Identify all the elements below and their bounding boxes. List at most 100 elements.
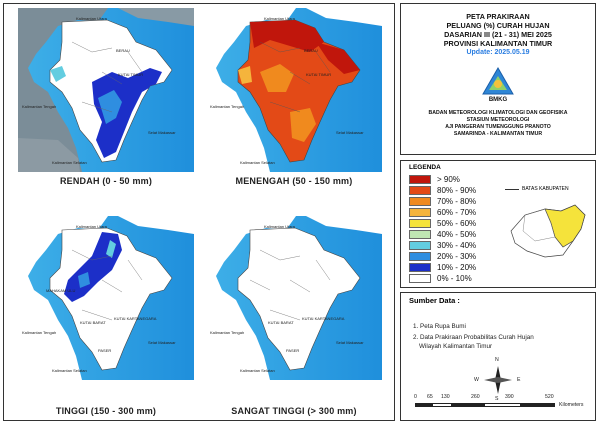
legend-label: 10% - 20% [437, 262, 477, 272]
agency-line-3: AJI PANGERAN TUMENGGUNG PRANOTO [445, 124, 551, 130]
scale-tick-520: 520 [545, 394, 554, 400]
scale-tick-65: 65 [427, 394, 433, 400]
label-kutim: KUTAI TIMUR [118, 72, 144, 77]
map-panel-tinggi: Kalimantan Utara MAHAKAM ULU KUTAI BARAT… [18, 216, 194, 380]
boundary-label: BATAS KABUPATEN [522, 186, 569, 192]
legend-label: 40% - 50% [437, 229, 477, 239]
scale-tick-260: 260 [471, 394, 480, 400]
locator-map [510, 204, 586, 258]
legend-swatch [409, 196, 431, 206]
legend-label: 80% - 90% [437, 185, 477, 195]
legend-label: 70% - 80% [437, 196, 477, 206]
panel-label-tinggi: TINGGI (150 - 300 mm) [55, 406, 157, 416]
scale-tick-130: 130 [441, 394, 450, 400]
label-kaltara-2: Kalimantan Utara [264, 16, 295, 21]
compass-n: N [495, 357, 499, 363]
map-tinggi [18, 216, 194, 380]
title-line-1: PETA PRAKIRAAN [466, 12, 530, 21]
legend-swatch [409, 218, 431, 228]
bmkg-logo-text: BMKG [488, 97, 508, 103]
source-item-3: Wilayah Kalimantan Timur [419, 343, 493, 350]
label-selat-4: Selat Makassar [336, 340, 364, 345]
label-kutim-2: KUTAI TIMUR [306, 72, 332, 77]
update-date: Update: 2025.05.19 [466, 49, 530, 56]
legend-row: > 90% [409, 174, 460, 184]
map-menengah [206, 8, 382, 172]
boundary-line-icon [505, 188, 519, 190]
legend-row: 10% - 20% [409, 262, 476, 272]
legend-title: LEGENDA [409, 164, 441, 171]
compass-s: S [495, 396, 499, 402]
agency-line-1: BADAN METEOROLOGI KLIMATOLOGI DAN GEOFIS… [428, 110, 568, 116]
legend-swatch [409, 251, 431, 261]
map-sangat-tinggi [206, 216, 382, 380]
agency-line-4: SAMARINDA - KALIMANTAN TIMUR [453, 131, 543, 137]
label-kubar: KUTAI BARAT [80, 320, 106, 325]
legend-row: 50% - 60% [409, 218, 476, 228]
title-box: PETA PRAKIRAAN PELUANG (%) CURAH HUJAN D… [400, 3, 596, 155]
label-kalsel: Kalimantan Selatan [52, 160, 87, 165]
label-paser: PASER [98, 348, 112, 353]
legend-label: 0% - 10% [437, 273, 472, 283]
label-kalteng: Kalimantan Tengah [22, 104, 57, 109]
legend-swatch [409, 229, 431, 239]
label-kubar-4: KUTAI BARAT [268, 320, 294, 325]
panel-label-menengah: MENENGAH (50 - 150 mm) [235, 176, 353, 186]
label-kukar: KUTAI KARTANEGARA [114, 316, 157, 321]
label-selat: Selat Makassar [148, 130, 176, 135]
title-line-2: PELUANG (%) CURAH HUJAN [446, 21, 550, 30]
panel-label-rendah: RENDAH (0 - 50 mm) [59, 176, 153, 186]
map-rendah [18, 8, 194, 172]
legend-box: LEGENDA > 90% 80% - 90% 70% - 80% 60% - 70%… [400, 160, 596, 288]
title-line-4: PROVINSI KALIMANTAN TIMUR [443, 39, 553, 48]
label-kaltara-4: Kalimantan Utara [264, 224, 295, 229]
legend-swatch [409, 262, 431, 272]
label-berau: BERAU [116, 48, 130, 53]
label-berau-2: BERAU [304, 48, 318, 53]
label-selat-3: Selat Makassar [148, 340, 176, 345]
label-mahulu: MAHAKAM ULU [46, 288, 76, 293]
label-kaltara-3: Kalimantan Utara [76, 224, 107, 229]
bmkg-logo [401, 66, 595, 96]
legend-swatch [409, 207, 431, 217]
legend-swatch [409, 185, 431, 195]
label-kalteng-2: Kalimantan Tengah [210, 104, 245, 109]
title-line-3: DASARIAN III (21 - 31) MEI 2025 [444, 30, 552, 39]
legend-row: 40% - 50% [409, 229, 476, 239]
scale-bar [415, 403, 555, 407]
legend-swatch [409, 174, 431, 184]
legend-swatch [409, 240, 431, 250]
label-kalteng-4: Kalimantan Tengah [210, 330, 245, 335]
source-item-1: 1. Peta Rupa Bumi [413, 323, 466, 330]
agency-line-2: STASIUN METEOROLOGI [466, 117, 530, 123]
label-selat-2: Selat Makassar [336, 130, 364, 135]
compass-w: W [474, 377, 479, 383]
label-kalsel-3: Kalimantan Selatan [52, 368, 87, 373]
legend-row: 60% - 70% [409, 207, 476, 217]
label-kalsel-4: Kalimantan Selatan [240, 368, 275, 373]
legend-row: 70% - 80% [409, 196, 476, 206]
compass-rose-icon [484, 366, 512, 394]
legend-row: 20% - 30% [409, 251, 476, 261]
legend-swatch [409, 273, 431, 283]
source-title: Sumber Data : [409, 296, 460, 305]
label-kukar-4: KUTAI KARTANEGARA [302, 316, 345, 321]
bmkg-logo-icon [482, 66, 514, 95]
scale-tick-390: 390 [505, 394, 514, 400]
scale-unit: Kilometers [559, 402, 584, 408]
boundary-legend: BATAS KABUPATEN [505, 186, 569, 192]
scale-tick-0: 0 [414, 394, 417, 400]
map-panel-sangat-tinggi: Kalimantan Utara KUTAI BARAT KUTAI KARTA… [206, 216, 382, 380]
legend-label: 30% - 40% [437, 240, 477, 250]
legend-row: 30% - 40% [409, 240, 476, 250]
panel-label-sangat-tinggi: SANGAT TINGGI (> 300 mm) [231, 406, 357, 416]
map-panel-rendah: Kalimantan Utara BERAU KUTAI TIMUR Kalim… [18, 8, 194, 172]
source-item-2: 2. Data Prakiraan Probabilitas Curah Huj… [413, 334, 534, 341]
label-kaltara: Kalimantan Utara [76, 16, 107, 21]
legend-label: 20% - 30% [437, 251, 477, 261]
legend-label: 60% - 70% [437, 207, 477, 217]
legend-row: 0% - 10% [409, 273, 472, 283]
legend-row: 80% - 90% [409, 185, 476, 195]
maps-frame: Kalimantan Utara BERAU KUTAI TIMUR Kalim… [3, 3, 395, 421]
compass-e: E [517, 377, 521, 383]
